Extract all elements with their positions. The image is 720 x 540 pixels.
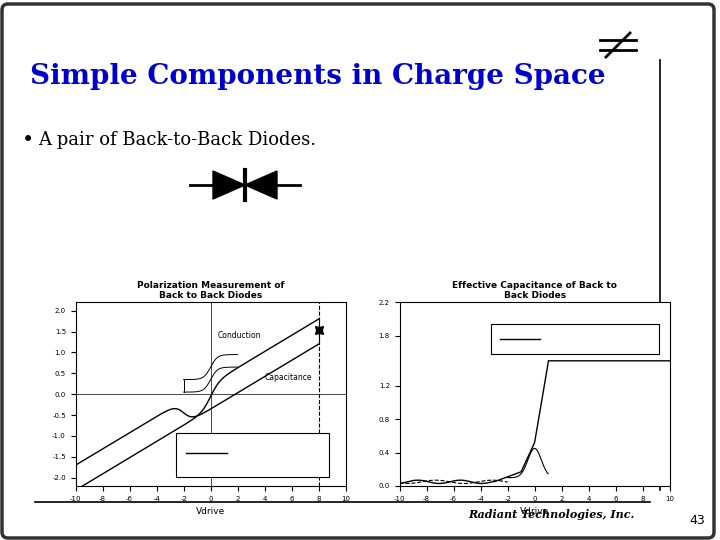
Text: Capacitance: Capacitance — [265, 373, 312, 382]
Text: A pair of Back-to-Back Diodes.: A pair of Back-to-Back Diodes. — [38, 131, 316, 149]
Title: Effective Capacitance of Back to
Back Diodes: Effective Capacitance of Back to Back Di… — [452, 281, 617, 300]
X-axis label: Vdrive: Vdrive — [520, 507, 549, 516]
FancyBboxPatch shape — [176, 433, 329, 477]
FancyBboxPatch shape — [492, 325, 659, 354]
Text: 1N4022/1N4
002: 1N4022/1N4 002 — [232, 448, 276, 461]
Polygon shape — [213, 171, 245, 199]
Title: Polarization Measurement of
Back to Back Diodes: Polarization Measurement of Back to Back… — [137, 281, 284, 300]
Text: 43: 43 — [689, 514, 705, 526]
Polygon shape — [245, 171, 277, 199]
Text: 1N4002/1N4002: 1N4002/1N4002 — [543, 336, 600, 342]
Text: Radiant Technologies, Inc.: Radiant Technologies, Inc. — [469, 509, 635, 519]
Text: Conduction: Conduction — [217, 331, 261, 340]
Text: Simple Components in Charge Space: Simple Components in Charge Space — [30, 63, 606, 90]
X-axis label: Vdrive: Vdrive — [196, 507, 225, 516]
FancyBboxPatch shape — [2, 4, 714, 538]
Text: •: • — [22, 130, 35, 150]
